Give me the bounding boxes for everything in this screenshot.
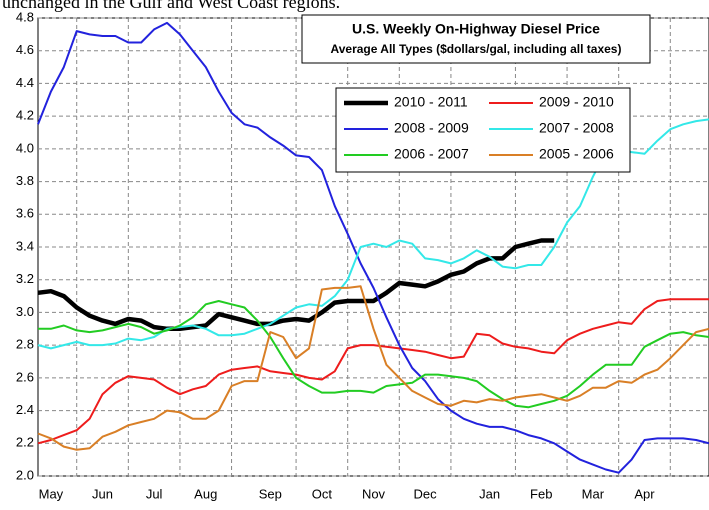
y-tick-label: 2.0 [16, 467, 34, 482]
y-tick-label: 3.0 [16, 304, 34, 319]
x-tick-label: Feb [530, 486, 552, 501]
x-tick-label: Jan [479, 486, 500, 501]
y-tick-label: 2.8 [16, 337, 34, 352]
chart-title: U.S. Weekly On-Highway Diesel Price [352, 21, 600, 37]
legend-label: 2007 - 2008 [539, 120, 614, 136]
x-tick-label: Sep [259, 486, 282, 501]
y-tick-label: 3.4 [16, 238, 34, 253]
x-tick-label: Jul [146, 486, 163, 501]
y-tick-label: 2.6 [16, 369, 34, 384]
y-tick-label: 2.4 [16, 402, 34, 417]
y-tick-label: 4.4 [16, 75, 34, 90]
legend-label: 2009 - 2010 [539, 94, 614, 110]
y-tick-label: 4.0 [16, 140, 34, 155]
series-line [38, 300, 709, 409]
legend-label: 2006 - 2007 [394, 146, 469, 162]
y-tick-label: 3.8 [16, 173, 34, 188]
y-tick-label: 4.6 [16, 42, 34, 57]
series-line [37, 238, 555, 332]
x-tick-label: Apr [634, 486, 655, 501]
legend-label: 2008 - 2009 [394, 120, 469, 136]
y-tick-label: 3.2 [16, 271, 34, 286]
y-tick-label: 4.2 [16, 108, 34, 123]
y-tick-label: 3.6 [16, 206, 34, 221]
y-tick-label: 4.8 [16, 9, 34, 24]
legend-label: 2005 - 2006 [539, 146, 614, 162]
chart-subtitle: Average All Types ($dollars/gal, includi… [331, 42, 622, 56]
x-tick-label: May [39, 486, 64, 501]
title-box [301, 14, 651, 64]
y-tick-label: 2.2 [16, 435, 34, 450]
legend-label: 2010 - 2011 [394, 94, 468, 110]
x-tick-label: Dec [414, 486, 438, 501]
series-line [37, 21, 709, 474]
caption: unchanged in the Gulf and West Coast reg… [2, 0, 340, 12]
x-tick-label: Mar [582, 486, 605, 501]
series-line [37, 298, 709, 445]
x-tick-label: Aug [194, 486, 217, 501]
x-tick-label: Oct [312, 486, 333, 501]
x-tick-label: Jun [92, 486, 113, 501]
series-line [37, 285, 709, 451]
x-tick-label: Nov [362, 486, 386, 501]
